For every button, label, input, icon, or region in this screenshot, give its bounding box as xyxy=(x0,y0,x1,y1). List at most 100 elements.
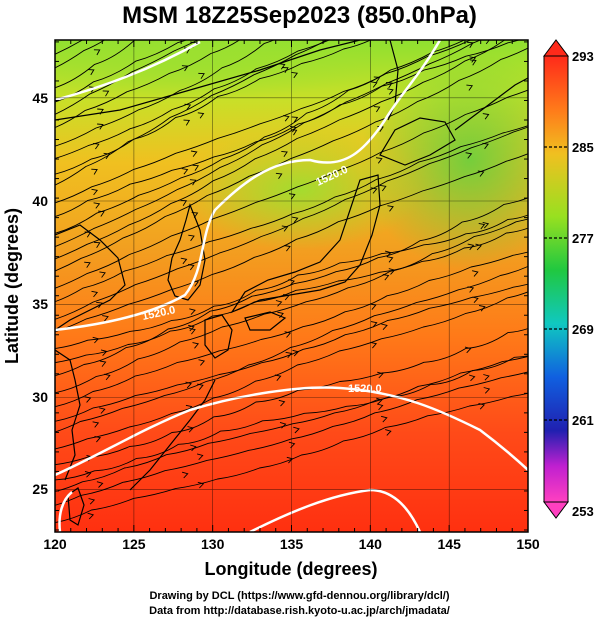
streamline xyxy=(55,356,528,493)
streamline-arrow xyxy=(275,172,283,180)
streamline-arrow xyxy=(188,234,195,242)
y-tick-label: 25 xyxy=(32,481,48,497)
streamline-arrow xyxy=(181,168,189,175)
streamline-arrow xyxy=(198,359,206,366)
streamline-arrow xyxy=(197,481,205,489)
x-tick-label: 130 xyxy=(201,536,225,552)
streamline-arrow xyxy=(478,222,486,230)
streamline-arrow xyxy=(383,14,389,19)
streamline-arrow xyxy=(481,25,487,30)
streamline-arrow xyxy=(84,231,92,238)
streamline xyxy=(55,125,528,303)
streamline-arrow xyxy=(370,321,378,328)
streamline xyxy=(55,126,528,320)
streamline-arrow xyxy=(181,471,189,479)
x-axis: 120 125 130 135 140 145 150 Longitude (d… xyxy=(43,40,540,579)
streamline-arrow xyxy=(87,69,95,76)
streamline xyxy=(55,251,528,408)
streamline xyxy=(55,40,328,186)
streamline-arrow xyxy=(102,315,109,322)
streamline-arrow xyxy=(385,429,392,436)
streamline xyxy=(55,40,331,159)
x-tick-label: 140 xyxy=(359,536,383,552)
streamline xyxy=(55,40,506,260)
streamline-arrow xyxy=(99,271,106,278)
colorbar: 293 285 277 269 261 253 xyxy=(543,39,594,519)
colorbar-label: 285 xyxy=(572,140,594,155)
y-axis-title: Latitude (degrees) xyxy=(2,208,22,364)
streamline-arrow xyxy=(387,88,394,95)
streamline-arrow xyxy=(467,286,475,293)
streamline-arrow xyxy=(99,407,106,414)
colorbar-label: 261 xyxy=(572,413,594,428)
streamline-arrow xyxy=(467,41,474,48)
credit-data: Data from http://database.rish.kyoto-u.a… xyxy=(149,605,450,617)
streamline-arrow xyxy=(104,373,111,381)
streamline-arrow xyxy=(370,81,378,88)
streamline-arrow xyxy=(288,193,296,200)
streamline-arrow xyxy=(370,341,378,349)
coastline-kurils xyxy=(454,77,528,131)
streamline-arrow xyxy=(184,103,192,110)
colorbar-label: 293 xyxy=(572,49,594,64)
streamline-arrow xyxy=(485,40,490,45)
coastline-shikoku xyxy=(244,311,287,331)
streamline-arrow xyxy=(84,396,92,403)
streamline-arrow xyxy=(293,426,300,434)
streamline-arrow xyxy=(386,256,394,263)
streamline-arrow xyxy=(91,290,99,298)
streamline xyxy=(55,40,241,129)
streamline-arrow xyxy=(192,164,199,171)
streamline xyxy=(55,283,528,422)
streamline-arrow xyxy=(281,2,287,8)
streamline-arrow xyxy=(482,142,489,150)
colorbar-bottom-arrow xyxy=(543,501,569,519)
streamline-arrow xyxy=(93,241,101,248)
streamline-arrow xyxy=(377,371,384,379)
x-tick-label: 125 xyxy=(122,536,146,552)
streamline xyxy=(55,265,528,433)
streamline-arrow xyxy=(277,311,284,319)
colorbar-label: 277 xyxy=(572,231,594,246)
streamline-arrow xyxy=(387,205,394,212)
map-title: MSM 18Z25Sep2023 (850.0hPa) xyxy=(122,2,477,29)
wind-streamlines xyxy=(55,2,528,524)
coastline-hokkaido xyxy=(379,117,456,166)
grid-lines xyxy=(55,40,528,532)
streamline xyxy=(55,40,275,147)
streamline-arrow xyxy=(196,453,204,461)
streamline-arrow xyxy=(192,342,200,349)
streamline-arrow xyxy=(99,360,107,367)
streamline-arrow xyxy=(291,71,299,79)
streamline-arrow xyxy=(102,90,110,97)
streamline-arrow xyxy=(103,152,111,160)
streamline-arrow xyxy=(284,331,292,338)
streamline-arrow xyxy=(281,32,287,37)
streamline-arrow xyxy=(379,184,387,192)
streamline-arrow xyxy=(97,123,104,130)
streamline xyxy=(55,40,521,218)
streamline-arrow xyxy=(92,421,100,428)
streamline-arrow xyxy=(291,216,299,223)
streamline-arrow xyxy=(279,16,285,21)
streamline-arrow xyxy=(478,402,486,410)
streamline-arrow xyxy=(292,349,300,357)
streamline-arrow xyxy=(197,383,204,391)
contour-label-south: 1520.0 xyxy=(348,383,382,395)
streamline xyxy=(55,40,188,103)
streamline xyxy=(55,291,528,450)
x-tick-label: 120 xyxy=(43,536,67,552)
streamline-arrow xyxy=(375,157,383,164)
streamline-arrow xyxy=(190,444,197,452)
streamline-arrow xyxy=(286,456,294,464)
x-tick-label: 150 xyxy=(516,536,540,552)
streamline-arrow xyxy=(96,481,104,488)
streamline-arrow xyxy=(477,170,485,177)
streamline-arrow xyxy=(189,308,196,315)
streamline xyxy=(55,89,528,289)
streamline-arrow xyxy=(181,65,189,72)
streamline-arrow xyxy=(96,301,103,309)
y-tick-label: 40 xyxy=(32,193,48,209)
streamline-arrow xyxy=(98,210,105,217)
